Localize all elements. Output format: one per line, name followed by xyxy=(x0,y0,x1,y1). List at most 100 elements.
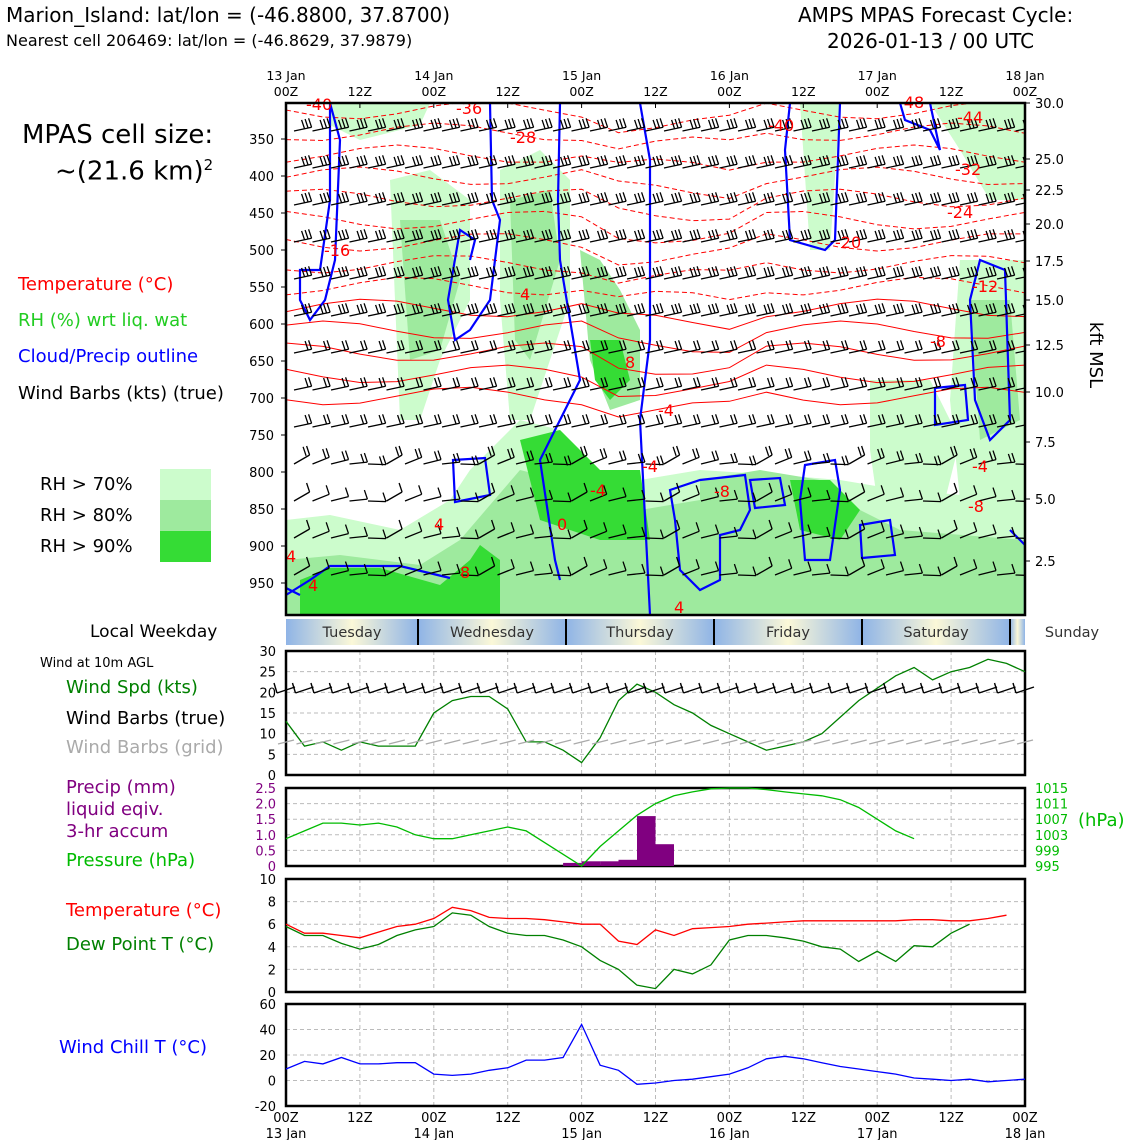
wind-barb-flag xyxy=(877,414,883,425)
wind-barb-flag xyxy=(670,230,676,241)
wind-barb-flag xyxy=(359,118,365,129)
wind-barb-true xyxy=(757,686,776,694)
wind-barb-flag xyxy=(973,229,979,239)
wind-barb-flag xyxy=(785,155,790,166)
wind-barb-true-flag xyxy=(919,682,925,694)
wind-barb-flag xyxy=(1031,567,1034,576)
wind-barb xyxy=(700,532,719,539)
wind-barb xyxy=(571,348,590,354)
wind-barb-flag xyxy=(326,118,331,128)
wind-barb-flag xyxy=(374,119,380,130)
wind-barb-flag xyxy=(937,492,942,502)
wind-barb-flag xyxy=(948,119,953,130)
wind-barb-flag xyxy=(615,267,620,278)
wind-barb-flag xyxy=(507,340,513,351)
wind-barb-flag xyxy=(973,303,979,313)
legend-cloud: Cloud/Precip outline xyxy=(18,346,199,367)
wind-barb xyxy=(497,422,516,428)
wind-barb xyxy=(811,498,830,502)
wind-barb-grid xyxy=(314,739,332,745)
temperature-contour xyxy=(286,166,1025,200)
pressure-tick-label: 1011 xyxy=(1035,798,1068,813)
pressure-tick-label: 350 xyxy=(249,133,274,148)
wind-barb-grid xyxy=(573,739,590,745)
wind-barb xyxy=(645,163,664,169)
wind-barb-true-flag xyxy=(790,682,795,694)
legend-rh80-label: RH > 80% xyxy=(40,505,133,526)
wind-barb-flag xyxy=(726,304,731,315)
wind-barb xyxy=(700,385,719,391)
wind-barb xyxy=(848,565,865,576)
wind-barb-flag xyxy=(511,303,516,313)
wind-barb-flag xyxy=(544,192,550,203)
wind-barb xyxy=(756,385,775,391)
wind-barb-flag xyxy=(714,414,720,424)
wind-barb-flag xyxy=(748,266,753,277)
wind-barb-true xyxy=(794,686,813,694)
wind-barb-flag xyxy=(529,414,535,424)
wind-barb-flag xyxy=(714,303,720,313)
wind-barb-flag xyxy=(548,229,553,239)
wind-barb-flag xyxy=(707,119,713,130)
wind-barb-flag xyxy=(696,229,701,239)
wind-barb xyxy=(386,311,405,317)
wind-barb-flag xyxy=(670,119,676,130)
pressure-tick-label: 800 xyxy=(249,466,274,481)
wind-barb xyxy=(441,572,460,576)
wind-barb-flag xyxy=(788,522,793,532)
wind-barb-flag xyxy=(844,492,850,502)
wind-barb-flag xyxy=(966,119,972,130)
pressure-tick-label: 999 xyxy=(1035,844,1060,859)
wind-barb xyxy=(756,274,775,280)
wind-barb xyxy=(497,126,516,132)
wind-barb xyxy=(719,311,738,317)
wind-barb-flag xyxy=(492,266,498,276)
wind-barb-flag xyxy=(415,118,420,129)
wind-barb-flag xyxy=(714,487,720,497)
wind-barb-true-flag xyxy=(439,682,444,694)
wind-barb-flag xyxy=(937,566,942,576)
wind-barb-flag xyxy=(844,414,849,424)
wind-barb-true-flag xyxy=(328,682,334,694)
wind-barb-flag xyxy=(970,229,975,240)
wind-barb-flag xyxy=(485,230,491,241)
wind-barb xyxy=(663,200,682,206)
wind-barb-flag xyxy=(485,304,491,315)
wind-barb-flag xyxy=(359,377,365,388)
wind-barb-flag xyxy=(655,377,661,388)
wind-barb-flag xyxy=(992,340,997,350)
wind-barb-flag xyxy=(567,566,572,576)
wind-barb-flag xyxy=(474,377,479,387)
wind-barb-flag xyxy=(637,303,642,314)
wind-barb-flag xyxy=(415,192,420,203)
wind-barb xyxy=(367,537,387,540)
wind-barb-flag xyxy=(522,267,528,278)
wind-barb-flag xyxy=(729,377,735,388)
wind-barb-flag xyxy=(341,266,346,277)
wind-barb xyxy=(867,493,885,502)
bottom-hour-label: 00Z xyxy=(569,1111,595,1126)
top-date-label: 15 Jan xyxy=(562,68,601,83)
temperature-contour xyxy=(286,122,1025,150)
wind-barb-flag xyxy=(825,303,831,313)
top-hour-label: 12Z xyxy=(643,84,667,99)
wind-barb-flag xyxy=(659,118,664,128)
wind-barb-flag xyxy=(825,414,831,424)
wind-barb-flag xyxy=(818,156,824,167)
wind-barb-flag xyxy=(751,303,757,313)
wind-barb xyxy=(460,311,479,317)
wind-barb-flag xyxy=(788,340,794,350)
wind-barb-flag xyxy=(652,267,657,278)
station-title: Marion_Island: lat/lon = (-46.8800, 37.8… xyxy=(6,3,451,27)
temperature-contour-label: 8 xyxy=(625,353,635,372)
wind-barb xyxy=(552,237,571,243)
wind-barb-flag xyxy=(603,155,609,165)
wind-barb-flag xyxy=(896,192,901,203)
wind-barb-true-flag xyxy=(827,682,832,694)
wind-barb xyxy=(830,126,849,132)
wind-barb-flag xyxy=(507,192,513,203)
wind-barb xyxy=(608,348,627,354)
wind-barb xyxy=(793,532,812,539)
wind-barb-flag xyxy=(615,119,620,130)
wind-barb xyxy=(330,200,349,206)
